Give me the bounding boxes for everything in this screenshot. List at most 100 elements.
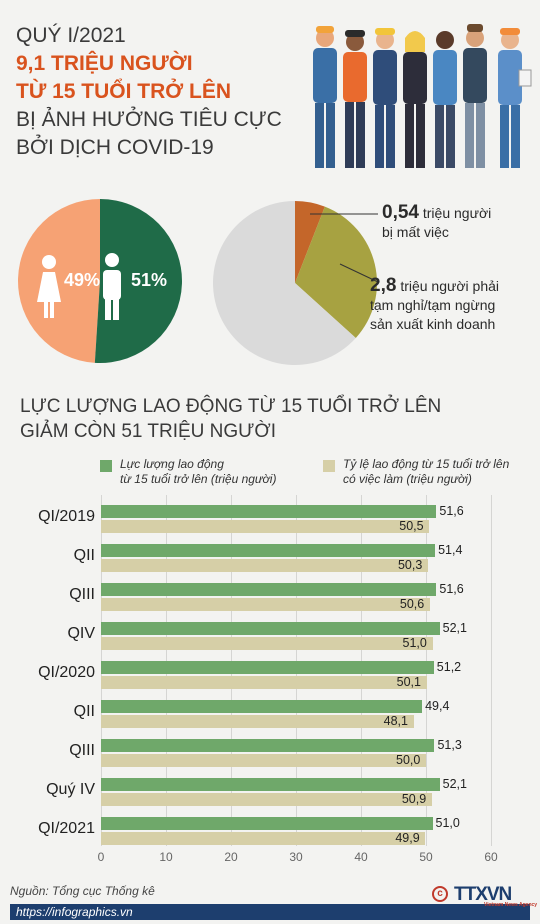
bar-value-label: 50,1 — [396, 675, 421, 689]
annotation-suspended-text-a: triệu người phải — [400, 278, 500, 294]
annotation-suspended-value: 2,8 — [370, 275, 397, 296]
bar-employed — [101, 676, 427, 689]
bar-employed — [101, 832, 426, 845]
legend-employed-line-1: Tỷ lệ lao động từ 15 tuổi trở lên — [343, 457, 510, 471]
gender-pie-female-slice — [18, 199, 100, 363]
bar-value-label: 52,1 — [442, 621, 467, 635]
impact-pie-remaining-slice — [213, 201, 356, 365]
header-line-3: TỪ 15 TUỔI TRỞ LÊN — [16, 80, 232, 103]
bar-value-label: 51,0 — [435, 816, 460, 830]
impact-pie — [213, 201, 377, 365]
annotation-lost-jobs-value: 0,54 — [382, 202, 419, 223]
bar-value-label: 51,4 — [438, 543, 463, 557]
female-percent: 49% — [64, 270, 101, 290]
bar-value-label: 49,9 — [395, 831, 420, 845]
bar-labor-force — [101, 739, 435, 752]
category-label: QII — [73, 703, 95, 720]
bar-labor-force — [101, 544, 436, 557]
x-tick-label: 20 — [224, 850, 238, 864]
footer-url: https://infographics.vn — [10, 904, 530, 920]
annotation-suspended: 2,8 triệu người phải tạm nghỉ/tạm ngừng … — [370, 276, 499, 334]
bar-value-label: 50,6 — [399, 597, 425, 611]
bar-value-label: 48,1 — [383, 714, 408, 728]
gender-pie-male-slice — [94, 199, 183, 364]
male-icon — [103, 253, 121, 320]
logo-subtitle: Vietnam News Agency — [484, 902, 538, 908]
category-label: QII — [73, 547, 95, 564]
bar-value-label: 51,0 — [402, 636, 427, 650]
x-tick-label: 50 — [419, 850, 433, 864]
x-tick-label: 30 — [289, 850, 303, 864]
logo-text: TTXVN — [454, 884, 512, 905]
annotation-suspended-text-c: sản xuất kinh doanh — [370, 316, 496, 332]
worker-figure-7 — [498, 28, 532, 168]
bar-labor-force — [101, 583, 437, 596]
gender-pie — [18, 199, 183, 364]
worker-figure-1 — [313, 26, 337, 168]
header-line-1: QUÝ I/2021 — [16, 24, 126, 47]
worker-figure-4 — [403, 31, 427, 168]
bar-employed — [101, 754, 426, 767]
bar-employed — [101, 520, 430, 533]
legend-labor-force-line-2: từ 15 tuổi trở lên (triệu người) — [120, 472, 277, 486]
bar-value-label: 50,5 — [399, 519, 424, 533]
section-title: LỰC LƯỢNG LAO ĐỘNG TỪ 15 TUỔI TRỞ LÊN GI… — [20, 394, 441, 444]
category-label: QI/2020 — [38, 664, 95, 681]
bar-labor-force — [101, 622, 440, 635]
legend-swatch-employed — [323, 460, 335, 472]
header-line-2: 9,1 TRIỆU NGƯỜI — [16, 52, 193, 75]
leader-line-2 — [339, 263, 379, 283]
bar-value-label: 51,3 — [437, 738, 462, 752]
worker-figure-3 — [373, 28, 397, 168]
bar-labor-force — [101, 778, 440, 791]
legend-swatch-labor-force — [100, 460, 112, 472]
bar-labor-force — [101, 661, 434, 674]
section-title-line-2: GIẢM CÒN 51 TRIỆU NGƯỜI — [20, 421, 276, 442]
x-tick-label: 40 — [354, 850, 368, 864]
category-label: QI/2019 — [38, 508, 95, 525]
bar-employed — [101, 559, 428, 572]
category-label: Quý IV — [46, 781, 95, 798]
bar-value-label: 51,6 — [439, 582, 464, 596]
copyright-icon: c — [432, 886, 448, 902]
male-percent: 51% — [131, 270, 168, 290]
annotation-lost-jobs-text-a: triệu người — [422, 205, 492, 221]
bar-employed — [101, 793, 432, 806]
legend-labor-force: Lực lượng lao động từ 15 tuổi trở lên (t… — [120, 457, 276, 487]
legend-employed: Tỷ lệ lao động từ 15 tuổi trở lên có việ… — [343, 457, 509, 487]
impact-pie-suspended-slice — [295, 206, 377, 339]
bar-employed — [101, 637, 433, 650]
annotation-leaders — [310, 213, 379, 283]
worker-figure-2 — [343, 30, 367, 168]
bar-value-label: 51,2 — [436, 660, 462, 674]
bar-value-label: 49,4 — [425, 699, 450, 713]
bar-value-label: 51,6 — [439, 504, 464, 518]
annotation-lost-jobs-text-b: bị mất việc — [382, 224, 449, 240]
bar-value-label: 52,1 — [442, 777, 467, 791]
grid-line — [491, 495, 492, 846]
annotation-suspended-text-b: tạm nghỉ/tạm ngừng — [370, 297, 496, 313]
category-label: QI/2021 — [38, 820, 95, 837]
category-label: QIII — [69, 586, 95, 603]
source-note: Nguồn: Tổng cục Thống kê — [10, 884, 155, 898]
section-title-line-1: LỰC LƯỢNG LAO ĐỘNG TỪ 15 TUỔI TRỞ LÊN — [20, 396, 442, 417]
ttxvn-logo: c TTXVN Vietnam News Agency — [432, 884, 537, 908]
bar-value-label: 50,3 — [397, 558, 423, 572]
category-label: QIII — [69, 742, 95, 759]
annotation-lost-jobs: 0,54 triệu người bị mất việc — [382, 203, 491, 242]
female-icon — [37, 255, 61, 318]
header: QUÝ I/2021 9,1 TRIỆU NGƯỜI TỪ 15 TUỔI TR… — [16, 22, 282, 162]
bar-labor-force — [101, 817, 433, 830]
bar-value-label: 50,0 — [396, 753, 421, 767]
bar-value-label: 50,9 — [401, 792, 427, 806]
header-line-5: BỞI DỊCH COVID-19 — [16, 136, 214, 159]
workers-illustration — [313, 24, 532, 168]
bar-labor-force — [101, 505, 437, 518]
bar-employed — [101, 715, 414, 728]
bar-employed — [101, 598, 430, 611]
worker-figure-6 — [463, 24, 487, 168]
category-label: QIV — [67, 625, 95, 642]
x-tick-label: 0 — [97, 850, 105, 864]
impact-pie-lost-jobs-slice — [295, 201, 325, 283]
